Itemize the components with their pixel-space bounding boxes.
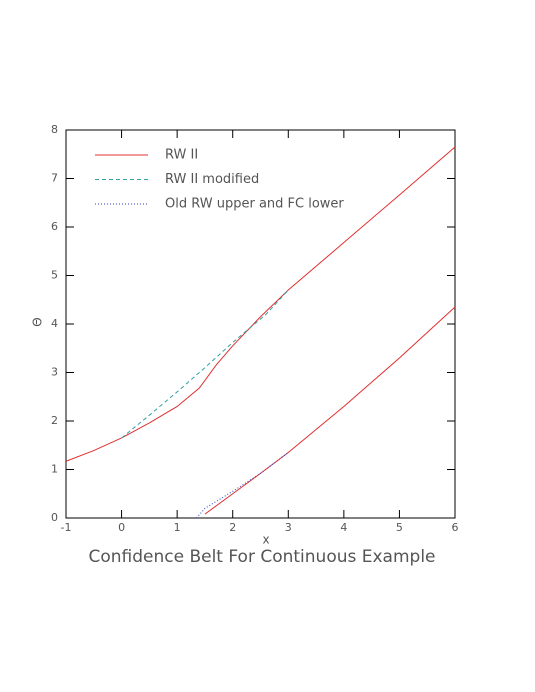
x-axis-label: x — [262, 533, 269, 547]
x-tick-label: 6 — [452, 521, 459, 534]
y-tick-label: 1 — [51, 463, 58, 476]
x-tick-label: 1 — [174, 521, 181, 534]
x-tick-label: 3 — [285, 521, 292, 534]
x-tick-label: 0 — [118, 521, 125, 534]
y-axis-label: Θ — [31, 317, 45, 326]
plot-frame — [65, 129, 456, 519]
y-tick-label: 4 — [51, 317, 58, 330]
y-tick-label: 0 — [51, 511, 58, 524]
legend-label: Old RW upper and FC lower — [165, 197, 344, 212]
y-tick-label: 3 — [51, 366, 58, 379]
legend-label: RW II modified — [165, 172, 259, 187]
series-line — [204, 306, 456, 515]
y-tick-label: 5 — [51, 269, 58, 282]
y-tick-label: 2 — [51, 414, 58, 427]
y-tick-label: 6 — [51, 220, 58, 233]
x-tick-label: -1 — [61, 521, 72, 534]
y-tick-label: 7 — [51, 172, 58, 185]
y-tick-label: 8 — [51, 123, 58, 136]
series-line — [121, 289, 289, 439]
chart-title: Confidence Belt For Continuous Example — [88, 547, 435, 567]
x-tick-label: 2 — [229, 521, 236, 534]
legend-label: RW II — [165, 148, 198, 163]
series-line — [196, 452, 289, 519]
x-tick-label: 5 — [396, 521, 403, 534]
x-tick-label: 4 — [340, 521, 347, 534]
series-line — [65, 146, 456, 462]
